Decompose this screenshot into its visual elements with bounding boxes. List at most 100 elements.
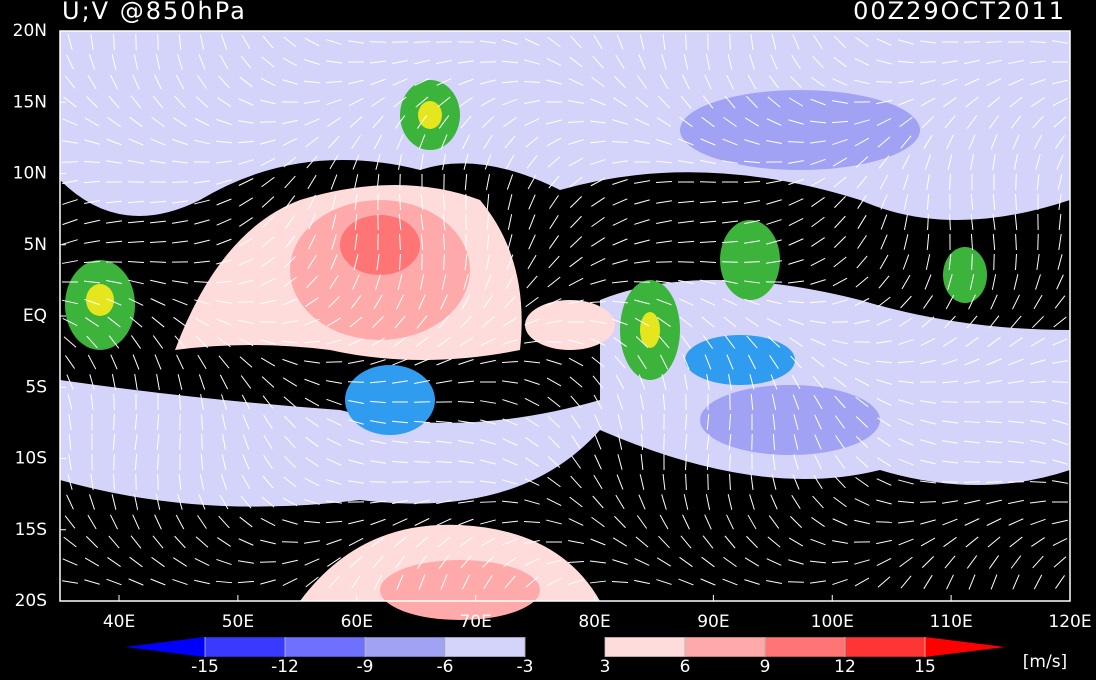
wind-arrow — [282, 298, 298, 306]
wind-arrow — [416, 315, 428, 329]
wind-arrow — [1029, 380, 1047, 384]
wind-arrow — [589, 140, 607, 144]
wind-arrow — [1052, 438, 1068, 446]
wind-arrow — [854, 119, 870, 125]
wind-arrow — [970, 233, 974, 251]
wind-arrow — [127, 220, 145, 224]
wind-arrow — [766, 580, 782, 584]
wind-arrow — [194, 579, 210, 585]
wind-arrow — [702, 95, 714, 109]
wind-arrow — [372, 115, 384, 129]
wind-arrow — [283, 396, 297, 408]
wind-arrow — [304, 59, 320, 65]
wind-arrow — [108, 335, 120, 349]
wind-arrow — [440, 294, 448, 310]
wind-arrow — [617, 454, 623, 470]
wind-arrow — [639, 394, 645, 410]
wind-arrow — [502, 98, 518, 106]
wind-arrow — [261, 496, 275, 508]
wind-arrow — [568, 579, 584, 585]
wind-arrow — [194, 117, 210, 127]
easterly-core — [680, 90, 920, 170]
wind-arrow — [546, 497, 562, 507]
wind-arrow — [282, 79, 298, 85]
wind-arrow — [946, 134, 954, 150]
wind-arrow — [370, 337, 386, 347]
wind-arrow — [903, 174, 909, 190]
wind-arrow — [305, 416, 319, 428]
wind-arrow — [284, 255, 296, 269]
wind-arrow — [590, 158, 606, 166]
wind-arrow — [854, 377, 870, 387]
wind-arrow — [677, 200, 695, 204]
wind-arrow — [1052, 360, 1068, 364]
wind-arrow — [442, 233, 446, 251]
wind-arrow — [856, 255, 868, 269]
wind-arrow — [172, 220, 188, 224]
wind-arrow — [1054, 295, 1066, 309]
wind-arrow — [546, 137, 562, 147]
wind-arrow — [1035, 274, 1041, 290]
wind-arrow — [679, 116, 693, 128]
wind-arrow — [832, 78, 848, 86]
wind-arrow — [200, 394, 204, 410]
wind-arrow — [1033, 294, 1043, 310]
wind-arrow — [683, 54, 689, 70]
wind-arrow — [372, 555, 384, 569]
wind-arrow — [766, 299, 782, 305]
wind-arrow — [218, 515, 230, 529]
wind-arrow — [1036, 254, 1040, 270]
wind-arrow — [149, 261, 167, 263]
wind-arrow — [376, 254, 380, 270]
wind-arrow — [855, 456, 869, 468]
wind-arrow — [306, 275, 318, 289]
wind-arrow — [790, 75, 802, 89]
wind-arrow — [375, 154, 381, 170]
wind-arrow — [326, 538, 342, 546]
wind-arrow — [238, 98, 254, 106]
wind-arrow — [172, 280, 188, 284]
wind-arrow — [83, 280, 101, 284]
wind-arrow — [506, 174, 514, 190]
wind-arrow — [988, 315, 1000, 329]
wind-arrow — [458, 359, 474, 365]
wind-arrow — [569, 496, 583, 508]
wind-arrow — [612, 537, 628, 547]
wind-arrow — [655, 160, 673, 164]
wind-arrow — [832, 299, 848, 305]
wind-arrow — [969, 274, 975, 290]
wind-arrow — [174, 335, 186, 349]
wind-arrow — [569, 376, 583, 388]
wind-arrow — [260, 539, 276, 545]
wind-arrow — [484, 154, 492, 170]
wind-arrow — [612, 259, 628, 265]
wind-arrow — [811, 76, 825, 88]
wind-arrow — [724, 95, 736, 109]
wind-arrow — [700, 138, 716, 146]
wind-arrow — [898, 338, 914, 346]
wind-arrow — [284, 415, 296, 429]
wind-arrow — [83, 160, 101, 164]
wind-arrow — [920, 97, 936, 107]
wind-arrow — [221, 414, 227, 430]
wind-arrow — [593, 474, 603, 490]
wind-arrow — [747, 74, 757, 90]
wind-arrow — [216, 198, 232, 206]
wind-arrow — [920, 79, 936, 85]
wind-arrow — [150, 138, 166, 146]
wind-arrow — [568, 277, 584, 287]
wind-arrow — [524, 118, 540, 126]
wind-arrow — [591, 216, 605, 228]
wind-arrow — [326, 60, 342, 64]
wind-arrow — [130, 535, 142, 549]
wind-arrow — [594, 434, 602, 450]
wind-arrow — [876, 417, 892, 427]
wind-arrow — [326, 479, 342, 485]
wind-arrow — [128, 578, 144, 586]
wind-arrow — [177, 54, 183, 70]
wind-arrow — [156, 453, 160, 471]
wind-arrow — [963, 440, 981, 444]
wind-arrow — [106, 220, 122, 224]
wind-arrow — [684, 433, 688, 451]
wind-arrow — [766, 317, 782, 327]
